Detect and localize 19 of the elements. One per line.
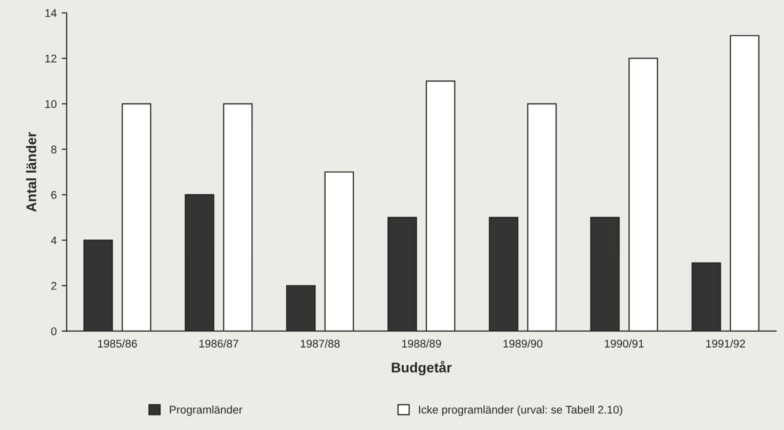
y-tick-label: 12 xyxy=(45,54,56,62)
x-tick-label: 1986/87 xyxy=(199,339,238,348)
y-tick-label: 4 xyxy=(50,236,57,244)
x-tick-label: 1987/88 xyxy=(300,339,340,348)
y-axis-title: Antal länder xyxy=(26,132,36,212)
x-tick-label: 1988/89 xyxy=(402,339,441,348)
y-tick-label: 10 xyxy=(45,100,56,108)
x-axis-title: Budgetår xyxy=(392,360,452,376)
y-tick-label: 8 xyxy=(51,146,56,154)
y-tick-label: 0 xyxy=(51,327,56,336)
y-tick-label: 6 xyxy=(51,190,56,199)
x-tick-label: 1991/92 xyxy=(706,339,746,348)
y-tick-label: 2 xyxy=(51,282,56,290)
x-tick-label: 1990/91 xyxy=(604,339,644,348)
legend-label: Icke programländer (urval: se Tabell 2.10) xyxy=(419,405,622,416)
y-tick-label: 14 xyxy=(45,9,57,17)
legend-label: Programländer xyxy=(170,405,242,416)
x-tick-label: 1985/86 xyxy=(98,339,137,348)
x-tick-label: 1989/90 xyxy=(504,339,542,348)
